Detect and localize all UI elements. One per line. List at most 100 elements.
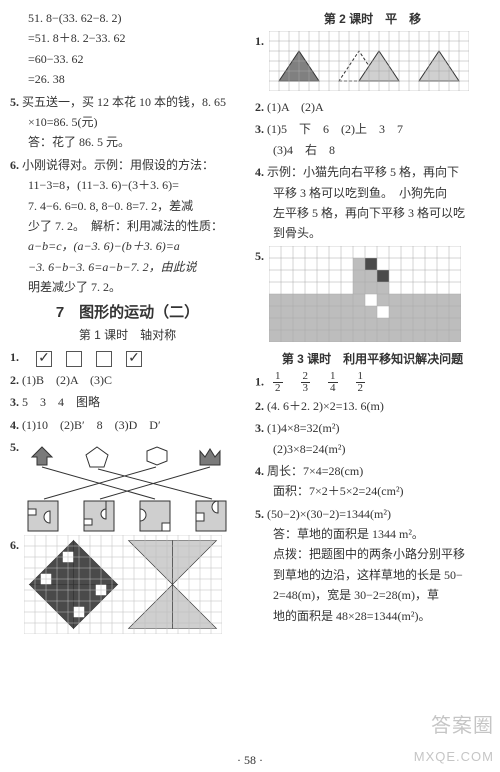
l1q4-text: (1)10 (2)B′ 8 (3)D D′ xyxy=(22,418,161,432)
l1q5: 5. xyxy=(10,437,245,533)
shape-grid xyxy=(269,246,461,346)
q5: 5. 买五送一，买 12 本花 10 本的钱，8. 65 xyxy=(10,92,245,112)
q6-text: a−b=c，(a−3. 6)−(b＋3. 6)=a xyxy=(10,236,245,256)
item-num: 3. xyxy=(255,122,264,136)
crown-icon xyxy=(200,449,220,465)
q6-text: −3. 6−b−3. 6=a−b−7. 2，由此说 xyxy=(10,257,245,277)
fraction: 12 xyxy=(356,371,366,394)
item-num: 6. xyxy=(10,538,19,552)
item-num: 2. xyxy=(255,399,264,413)
q6: 6. 小刚说得对。示例：用假设的方法： xyxy=(10,155,245,175)
lesson-title: 第 3 课时 利用平移知识解决问题 xyxy=(255,350,490,367)
left-column: 51. 8−(33. 62−8. 2) =51. 8＋8. 2−33. 62 =… xyxy=(10,8,245,764)
r2q2-text: (1)A (2)A xyxy=(267,100,324,114)
r3q4-text: 周长：7×4=28(cm) xyxy=(267,464,363,478)
item-num: 4. xyxy=(255,165,264,179)
checkbox-icon: ✓ xyxy=(36,351,52,367)
pentagon-icon xyxy=(86,447,108,467)
watermark: 答案圈 xyxy=(431,709,494,738)
right-column: 第 2 课时 平 移 1. 2. (1)A (2)A 3. (1)5 下 6 (… xyxy=(255,8,490,764)
puzzle-icon xyxy=(84,501,114,531)
fraction: 12 xyxy=(273,371,283,394)
item-num: 1. xyxy=(255,34,264,48)
r2q1: 1. xyxy=(255,31,490,95)
match-lines xyxy=(42,467,212,499)
r3q5-text: 点拨：把题图中的两条小路分别平移 xyxy=(255,544,490,564)
l1q3-text: 5 3 4 图略 xyxy=(22,395,100,409)
r2q4: 4. 示例：小猫先向右平移 5 格，再向下 xyxy=(255,162,490,182)
r3q3-text: (2)3×8=24(m²) xyxy=(255,439,490,459)
r3q2: 2. (4. 6＋2. 2)×2=13. 6(m) xyxy=(255,396,490,416)
fraction: 23 xyxy=(301,371,311,394)
q6-text: 少了 7. 2。 解析：利用减法的性质： xyxy=(10,216,245,236)
l1q6: 6. xyxy=(10,535,245,638)
calc-line: =60−33. 62 xyxy=(10,49,245,69)
r3q3: 3. (1)4×8=32(m²) xyxy=(255,418,490,438)
q6-text: 11−3=8，(11−3. 6)−(3＋3. 6)= xyxy=(10,175,245,195)
fractions: 12 23 14 12 xyxy=(273,371,365,394)
page: 51. 8−(33. 62−8. 2) =51. 8＋8. 2−33. 62 =… xyxy=(0,0,500,772)
r3q5-text: 地的面积是 48×28=1344(m²)。 xyxy=(255,606,490,626)
symmetry-grid xyxy=(24,535,222,638)
checkbox-icon xyxy=(96,351,112,367)
r2q3-text: (1)5 下 6 (2)上 3 7 xyxy=(267,122,403,136)
item-num: 6. xyxy=(10,158,19,172)
r2q4-text: 左平移 5 格，再向下平移 3 格可以吃 xyxy=(255,203,490,223)
q5-text: 答：花了 86. 5 元。 xyxy=(10,132,245,152)
item-num: 4. xyxy=(10,418,19,432)
r2q4-text: 示例：小猫先向右平移 5 格，再向下 xyxy=(267,165,459,179)
l1q2: 2. (1)B (2)A (3)C xyxy=(10,370,245,390)
q5-text: ×10=86. 5(元) xyxy=(10,112,245,132)
r3q5: 5. (50−2)×(30−2)=1344(m²) xyxy=(255,504,490,524)
r3q5-text: 2=48(m)，宽是 30−2=28(m)，草 xyxy=(255,585,490,605)
lesson-title: 第 1 课时 轴对称 xyxy=(10,326,245,343)
fraction: 14 xyxy=(328,371,338,394)
item-num: 5. xyxy=(255,507,264,521)
r2q4-text: 到骨头。 xyxy=(255,223,490,243)
q6-text: 小刚说得对。示例：用假设的方法： xyxy=(22,158,214,172)
item-num: 1. xyxy=(10,350,19,364)
q6-text: 明差减少了 7. 2。 xyxy=(10,277,245,297)
calc-line: =26. 38 xyxy=(10,69,245,89)
r3q4-text: 面积：7×2＋5×2=24(cm²) xyxy=(255,481,490,501)
checkbox-icon: ✓ xyxy=(126,351,142,367)
item-num: 5. xyxy=(10,95,19,109)
puzzle-icon xyxy=(140,501,170,531)
page-number: · 58 · xyxy=(0,753,500,768)
r3q1: 1. 12 23 14 12 xyxy=(255,371,490,394)
puzzle-icon xyxy=(196,501,226,531)
item-num: 1. xyxy=(255,374,264,388)
r3q4: 4. 周长：7×4=28(cm) xyxy=(255,461,490,481)
r3q5-text: 答：草地的面积是 1344 m²。 xyxy=(255,524,490,544)
r3q5-text: (50−2)×(30−2)=1344(m²) xyxy=(267,507,391,521)
item-num: 3. xyxy=(255,421,264,435)
q5-text: 买五送一，买 12 本花 10 本的钱，8. 65 xyxy=(22,95,226,109)
r2q3-text: (3)4 右 8 xyxy=(255,140,490,160)
r2q2: 2. (1)A (2)A xyxy=(255,97,490,117)
l1q1: 1. ✓ ✓ xyxy=(10,347,245,367)
puzzle-icon xyxy=(28,501,58,531)
item-num: 5. xyxy=(10,440,19,454)
item-num: 3. xyxy=(10,395,19,409)
arrow-icon xyxy=(32,447,52,465)
hexagon-icon xyxy=(147,447,167,465)
translation-grid xyxy=(269,31,469,95)
l1q3: 3. 5 3 4 图略 xyxy=(10,392,245,412)
l1q4: 4. (1)10 (2)B′ 8 (3)D D′ xyxy=(10,415,245,435)
item-num: 5. xyxy=(255,249,264,263)
matching-diagram xyxy=(22,443,232,533)
r3q3-text: (1)4×8=32(m²) xyxy=(267,421,339,435)
l1q2-text: (1)B (2)A (3)C xyxy=(22,373,112,387)
calc-line: 51. 8−(33. 62−8. 2) xyxy=(10,8,245,28)
item-num: 2. xyxy=(255,100,264,114)
lesson-title: 第 2 课时 平 移 xyxy=(255,10,490,27)
r2q4-text: 平移 3 格可以吃到鱼。 小狗先向 xyxy=(255,183,490,203)
r3q5-text: 到草地的边沿，这样草地的长是 50− xyxy=(255,565,490,585)
calc-line: =51. 8＋8. 2−33. 62 xyxy=(10,28,245,48)
unit-title: 7 图形的运动（二） xyxy=(10,301,245,322)
r2q3: 3. (1)5 下 6 (2)上 3 7 xyxy=(255,119,490,139)
r3q2-text: (4. 6＋2. 2)×2=13. 6(m) xyxy=(267,399,384,413)
q6-text: 7. 4−6. 6=0. 8, 8−0. 8=7. 2，差减 xyxy=(10,196,245,216)
item-num: 4. xyxy=(255,464,264,478)
r2q5: 5. xyxy=(255,246,490,346)
